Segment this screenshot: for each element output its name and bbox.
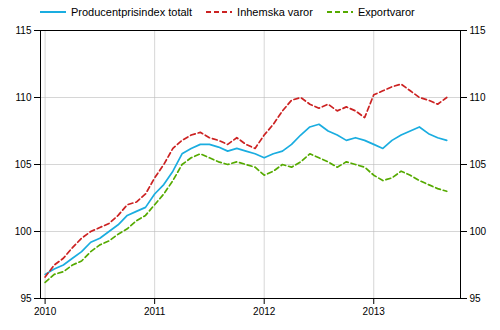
html-text:Inhemska varor: Inhemska varor [237, 6, 313, 18]
svg-text:100: 100 [15, 226, 32, 237]
svg-text:115: 115 [470, 25, 486, 36]
svg-text:105: 105 [470, 159, 487, 170]
svg-text:105: 105 [15, 159, 32, 170]
html-text:Exportvaror: Exportvaror [357, 6, 415, 18]
svg-text:110: 110 [16, 92, 32, 103]
svg-text:95: 95 [470, 293, 482, 304]
svg-text:100: 100 [470, 226, 487, 237]
svg-text:2012: 2012 [253, 306, 276, 317]
svg-text:2011: 2011 [144, 306, 166, 317]
svg-text:2013: 2013 [363, 306, 386, 317]
svg-text:95: 95 [20, 293, 32, 304]
svg-text:110: 110 [470, 92, 486, 103]
svg-text:2010: 2010 [34, 306, 57, 317]
svg-text:115: 115 [16, 25, 32, 36]
html-text:Producentprisindex totalt: Producentprisindex totalt [71, 6, 193, 18]
